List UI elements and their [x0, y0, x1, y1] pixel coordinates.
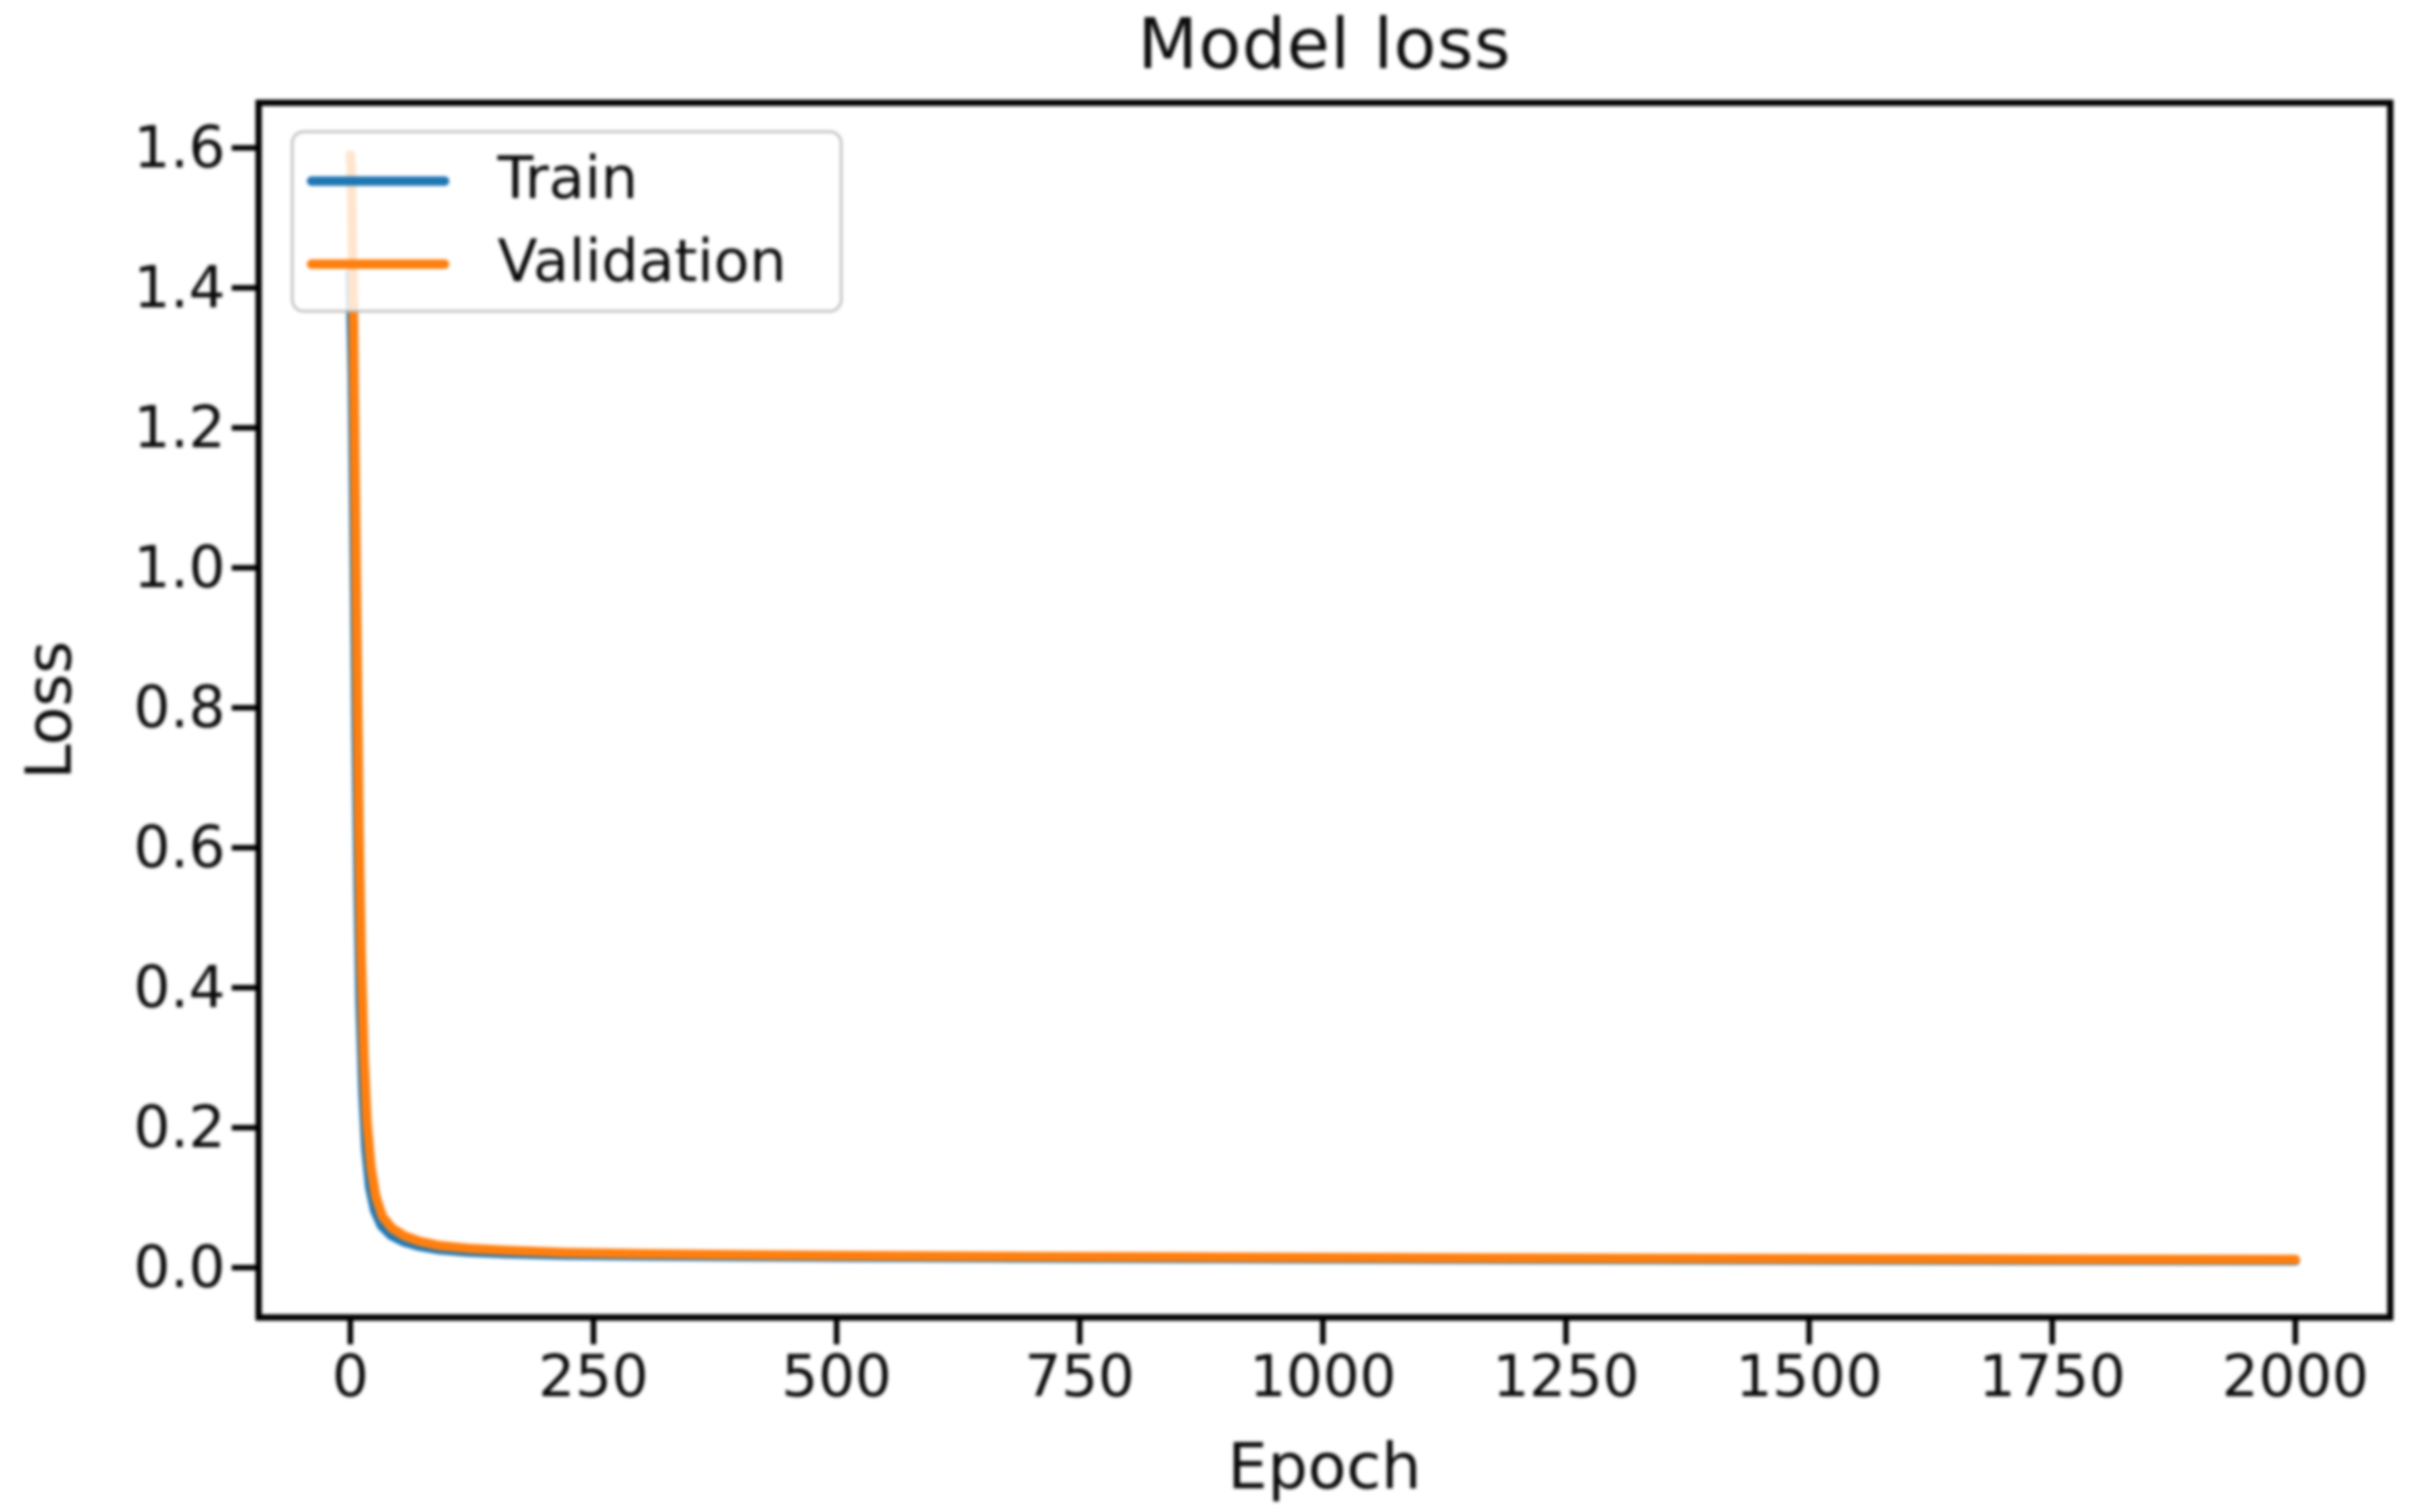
validation-line — [345, 149, 2300, 1264]
y-axis-label: Loss — [12, 641, 86, 780]
x-axis-tick-label: 1250 — [1493, 1344, 1640, 1411]
axes-frame — [255, 100, 2393, 1321]
legend: Train Validation — [291, 130, 842, 312]
x-axis-tick-label: 0 — [332, 1344, 369, 1411]
y-axis-tick-label: 0.4 — [134, 954, 225, 1021]
legend-label-validation: Validation — [498, 227, 787, 296]
x-axis-label: Epoch — [1228, 1430, 1421, 1503]
x-axis-tick-label: 750 — [1024, 1344, 1134, 1411]
y-axis-tick-label: 1.6 — [134, 114, 225, 181]
x-axis-tick-label: 2000 — [2222, 1344, 2369, 1411]
y-axis-tick-label: 1.2 — [134, 394, 225, 461]
x-axis-tick-label: 1750 — [1979, 1344, 2126, 1411]
x-axis-tick-label: 250 — [539, 1344, 649, 1411]
y-axis-tick-label: 0.8 — [134, 674, 225, 741]
validation-line-swatch — [307, 259, 449, 269]
x-axis-tick-label: 500 — [781, 1344, 891, 1411]
y-axis-tick-label: 1.0 — [134, 534, 225, 601]
chart-title: Model loss — [1137, 3, 1512, 85]
y-axis-tick-label: 0.6 — [134, 814, 225, 881]
y-axis-tick-label: 0.0 — [134, 1234, 225, 1301]
x-axis-tick-label: 1500 — [1735, 1344, 1882, 1411]
x-axis-tick-label: 1000 — [1250, 1344, 1397, 1411]
train-line — [345, 269, 2300, 1266]
y-axis-tick-label: 1.4 — [134, 254, 225, 321]
train-line-swatch — [307, 176, 449, 186]
legend-label-train: Train — [498, 144, 638, 213]
y-axis-tick-label: 0.2 — [134, 1094, 225, 1161]
